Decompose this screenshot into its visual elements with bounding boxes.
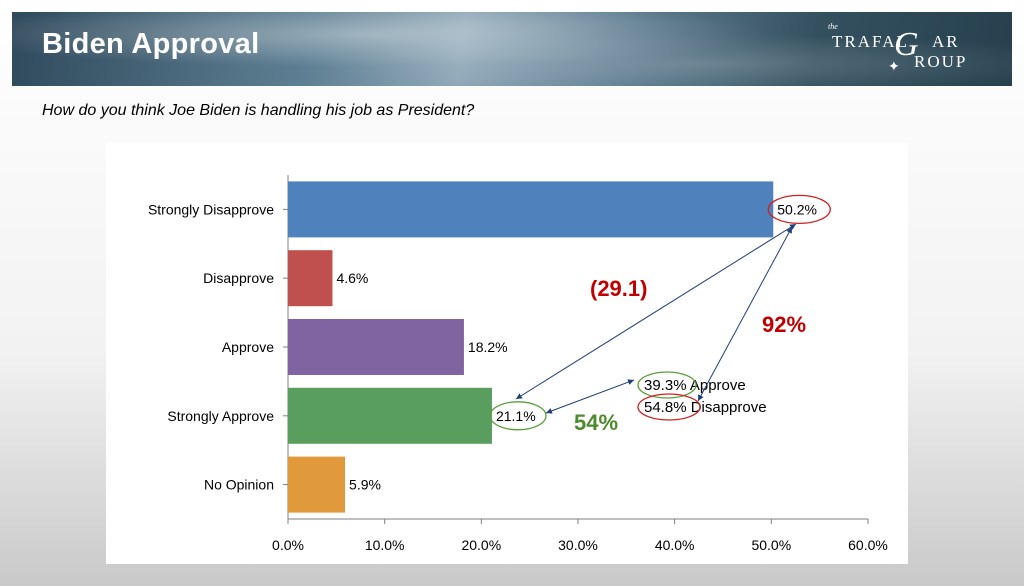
bar (288, 181, 774, 238)
x-tick-label: 30.0% (558, 537, 598, 553)
logo-text-ar: AR (932, 32, 960, 51)
logo-the: the (828, 22, 838, 31)
category-label: No Opinion (204, 477, 274, 493)
x-tick-label: 40.0% (655, 537, 695, 553)
net-strong-annotation: (29.1) (590, 276, 647, 301)
disapprove-percent-annotation: 92% (762, 312, 806, 337)
arrow-strong-to-approve-total (545, 379, 635, 414)
approve-total-label: 39.3% Approve (644, 377, 746, 394)
category-label: Approve (222, 339, 274, 355)
value-label: 5.9% (349, 477, 381, 493)
page-title: Biden Approval (42, 28, 260, 60)
bar (288, 456, 346, 513)
arrow-disapprove-total (697, 226, 793, 402)
bar (288, 319, 464, 375)
highlight-ellipse-strongly-disapprove (767, 194, 831, 225)
highlight-ellipse-strongly-approve (489, 401, 547, 431)
bar (288, 387, 492, 444)
logo-text-trafal: TRAFAL (832, 32, 909, 51)
header-banner: Biden Approval the TRAFAL G AR ROUP ✦ (12, 12, 1012, 86)
logo-letter-g: G (894, 26, 919, 63)
category-label: Strongly Disapprove (148, 201, 274, 217)
x-tick-label: 50.0% (751, 537, 791, 553)
category-label: Strongly Approve (167, 408, 274, 424)
compass-star-icon: ✦ (888, 58, 900, 74)
bar (288, 250, 333, 307)
value-label: 4.6% (336, 270, 368, 286)
category-label: Disapprove (203, 270, 274, 286)
x-tick-label: 20.0% (461, 537, 501, 553)
trafalgar-logo: the TRAFAL G AR ROUP ✦ (828, 22, 988, 78)
strong-percent-annotation: 54% (574, 410, 618, 435)
x-tick-label: 60.0% (848, 537, 888, 553)
approval-bar-chart: 0.0% 10.0% 20.0% 30.0% 40.0% 50.0% 60.0% Strong… (148, 175, 888, 553)
value-label: 21.1% (496, 408, 536, 424)
logo-text-roup: ROUP (914, 52, 968, 71)
chart-panel: 0.0% 10.0% 20.0% 30.0% 40.0% 50.0% 60.0% Strong… (106, 143, 908, 564)
x-tick-label: 0.0% (272, 537, 304, 553)
disapprove-total-label: 54.8% Disapprove (644, 399, 767, 416)
survey-question: How do you think Joe Biden is handling h… (42, 102, 475, 119)
value-label: 50.2% (777, 201, 817, 217)
value-label: 18.2% (468, 339, 508, 355)
x-tick-label: 10.0% (365, 537, 405, 553)
